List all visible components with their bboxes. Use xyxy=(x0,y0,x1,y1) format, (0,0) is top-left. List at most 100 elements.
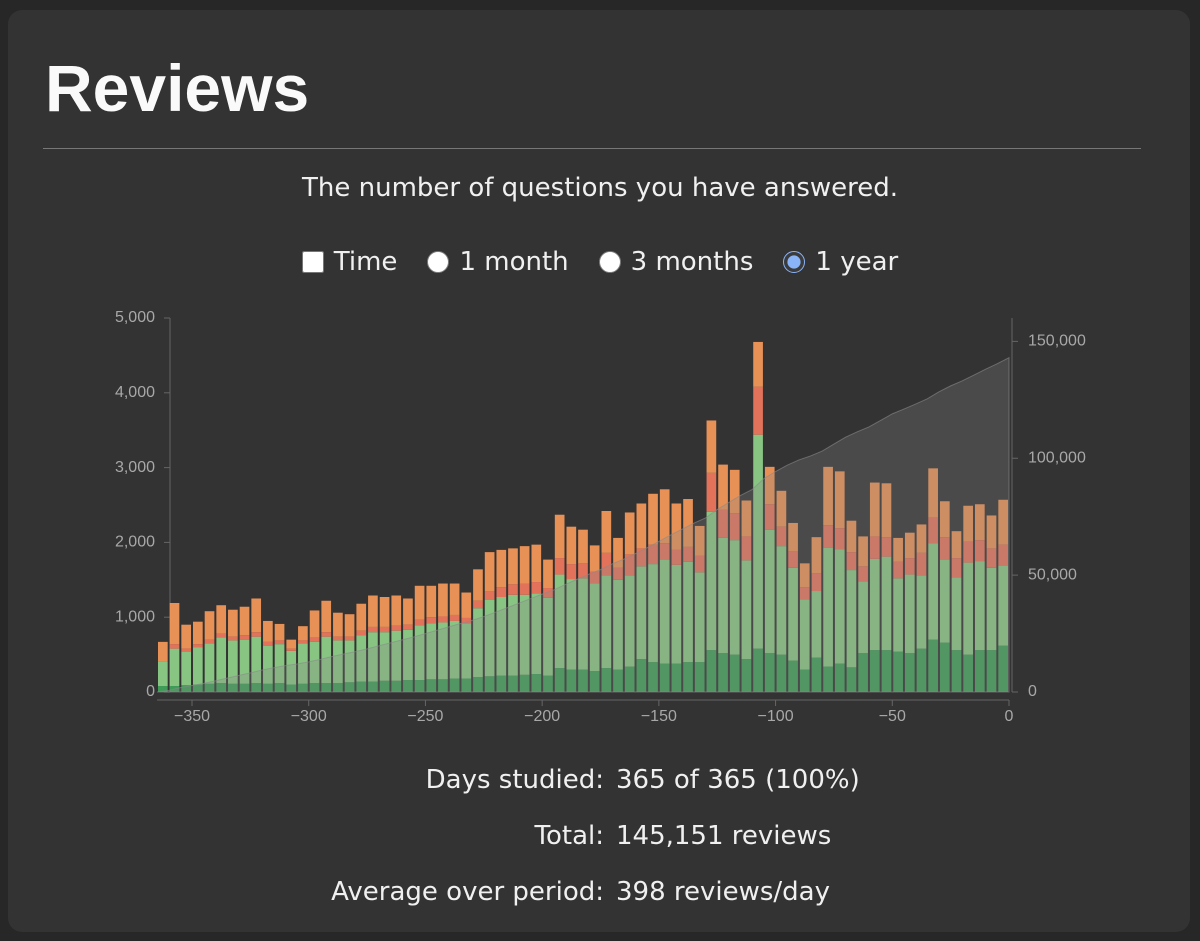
bar-segment xyxy=(531,593,542,675)
bar-segment xyxy=(158,641,168,662)
bar-segment xyxy=(484,676,495,692)
bar-segment xyxy=(834,471,845,529)
bar-segment xyxy=(286,650,297,685)
bar-segment xyxy=(519,674,530,692)
bar-segment xyxy=(298,626,308,641)
bar-segment xyxy=(974,504,985,541)
stats: Days studied: 365 of 365 (100%) Total: 145… xyxy=(0,752,1200,920)
bar-segment xyxy=(228,636,238,641)
bar-segment xyxy=(799,669,810,692)
bar-segment xyxy=(554,668,565,692)
bar-segment xyxy=(368,632,378,682)
bar-segment xyxy=(566,579,577,670)
bar-segment xyxy=(309,637,320,642)
bar-segment xyxy=(508,594,518,676)
bar-segment xyxy=(286,648,297,651)
bar-segment xyxy=(263,683,273,692)
bar-segment xyxy=(928,543,938,640)
bar-segment xyxy=(181,651,192,686)
x-tick-label: −250 xyxy=(407,708,443,725)
bar-segment xyxy=(788,551,798,568)
bar-segment xyxy=(718,537,728,654)
bar-segment xyxy=(251,636,262,684)
bar-segment xyxy=(391,630,402,681)
time-toggle[interactable]: Time xyxy=(301,242,397,282)
bar-segment xyxy=(741,659,752,692)
bar-segment xyxy=(869,536,880,559)
bar-segment xyxy=(811,573,822,592)
bar-segment xyxy=(659,543,670,560)
bar-segment xyxy=(263,620,273,642)
bar-segment xyxy=(613,567,623,580)
x-tick-label: 0 xyxy=(1005,708,1014,725)
bar-segment xyxy=(484,599,495,677)
radio[interactable] xyxy=(598,251,621,273)
bar-segment xyxy=(333,640,343,684)
bar-segment xyxy=(823,466,833,526)
bar-segment xyxy=(939,501,950,538)
bar-segment xyxy=(578,563,588,579)
bar-segment xyxy=(484,552,495,592)
bar-segment xyxy=(916,524,927,553)
bar-segment xyxy=(729,469,740,514)
bar-segment xyxy=(438,616,448,623)
bar-segment xyxy=(951,650,962,692)
bar-segment xyxy=(764,504,775,530)
bar-segment xyxy=(764,529,775,654)
bar-segment xyxy=(333,636,343,641)
bar-segment xyxy=(648,493,658,545)
bar-segment xyxy=(799,587,810,600)
bar-segment xyxy=(613,669,623,692)
bar-segment xyxy=(321,600,332,633)
bar-segment xyxy=(204,643,215,684)
bar-segment xyxy=(239,635,250,640)
bar-segment xyxy=(216,683,227,692)
bar-segment xyxy=(578,578,588,670)
bar-segment xyxy=(193,621,203,645)
bar-segment xyxy=(998,544,1008,566)
bar-segment xyxy=(169,644,180,649)
bar-segment xyxy=(741,500,752,537)
bar-segment xyxy=(181,685,192,692)
bar-segment xyxy=(508,584,518,595)
bar-segment xyxy=(449,620,460,679)
bar-segment xyxy=(846,552,857,571)
bar-segment xyxy=(624,666,635,692)
bar-segment xyxy=(998,499,1008,545)
bar-segment xyxy=(916,648,927,692)
bar-segment xyxy=(251,683,262,692)
radio-label: 1 month xyxy=(459,247,569,277)
bar-segment xyxy=(648,544,658,565)
bar-segment xyxy=(461,623,472,679)
bar-segment xyxy=(333,612,343,637)
range-option[interactable]: 3 months xyxy=(598,242,753,282)
y-tick-label: 3,000 xyxy=(115,459,155,476)
bar-segment xyxy=(216,633,227,638)
bar-segment xyxy=(461,592,472,618)
range-option[interactable]: 1 month xyxy=(427,242,569,282)
bar-segment xyxy=(368,626,378,633)
bar-segment xyxy=(671,503,682,550)
bar-segment xyxy=(881,556,892,651)
checkbox[interactable] xyxy=(301,251,324,273)
bar-segment xyxy=(298,640,308,644)
bar-segment xyxy=(461,617,472,624)
bar-segment xyxy=(403,598,413,625)
bar-segment xyxy=(263,641,273,646)
bar-segment xyxy=(986,567,997,651)
bar-segment xyxy=(286,639,297,649)
range-option[interactable]: 1 year xyxy=(783,242,898,282)
y-tick-label: 1,000 xyxy=(115,608,155,625)
bar-segment xyxy=(776,490,787,527)
bar-segment xyxy=(391,625,402,631)
bar-segment xyxy=(414,680,425,692)
radio[interactable] xyxy=(783,251,806,273)
bar-segment xyxy=(193,684,203,692)
bar-segment xyxy=(694,662,705,692)
bar-segment xyxy=(379,632,390,681)
bar-segment xyxy=(473,608,483,678)
radio[interactable] xyxy=(427,251,450,273)
bar-segment xyxy=(461,678,472,692)
bar-segment xyxy=(239,683,250,692)
